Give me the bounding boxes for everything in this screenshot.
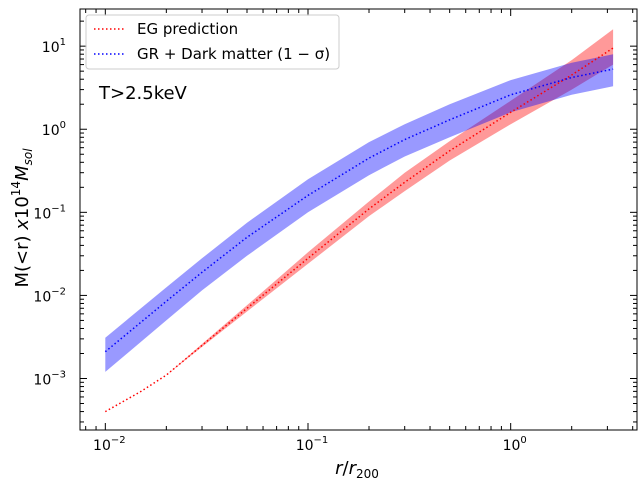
temperature-annotation: T>2.5keV (98, 83, 188, 104)
x-tick-label: 10−1 (296, 435, 329, 454)
plot-frame (79, 8, 638, 431)
x-tick-label: 10−2 (93, 435, 126, 454)
legend: EG prediction GR + Dark matter (1 − σ) (85, 14, 340, 70)
x-tick-label: 100 (503, 435, 527, 454)
series-lines (104, 47, 614, 413)
legend-eg-label: EG prediction (137, 20, 238, 38)
y-tick-label: 10−1 (33, 203, 66, 222)
y-axis-label: M(<r) x1014Msol (9, 148, 35, 288)
eg-series-line (104, 47, 614, 413)
x-axis-label: r/r200 (335, 458, 379, 481)
error-bands (105, 29, 614, 412)
y-tick-label: 10−2 (33, 286, 66, 305)
gr-series-line (104, 68, 614, 353)
gr-confidence-band (105, 54, 614, 372)
eg-confidence-band (105, 29, 614, 412)
legend-gr-label: GR + Dark matter (1 − σ) (137, 45, 330, 63)
y-tick-label: 100 (42, 120, 66, 139)
legend-box (85, 14, 340, 70)
y-tick-label: 101 (42, 37, 66, 56)
y-tick-label: 10−3 (33, 370, 66, 389)
axis-ticks: 10−2 10−1 100 10−3 10−2 10−1 100 101 (33, 9, 637, 454)
